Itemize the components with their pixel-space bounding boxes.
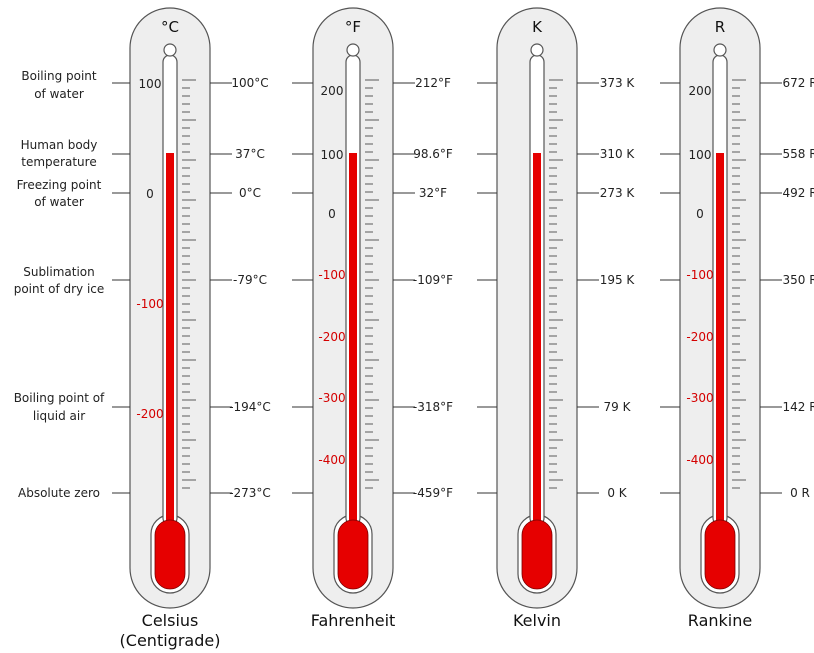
thermometer-kelvin: K 373 K 310 K 273 K 195 K 79 K 0 K Kelvin: [477, 8, 635, 630]
scale-symbol: °C: [161, 18, 179, 36]
reading-value: -194°C: [229, 400, 271, 414]
reading-value: -459°F: [413, 486, 453, 500]
reading-value: -273°C: [229, 486, 271, 500]
reading-value: 37°C: [235, 147, 265, 161]
reference-label-text: Absolute zero: [18, 486, 100, 500]
reading-value: 0 K: [607, 486, 627, 500]
scale-tick-label: -300: [686, 391, 713, 405]
reading-value: 79 K: [604, 400, 632, 414]
reading-value: 672 R: [782, 76, 814, 90]
reference-label-text: of water: [34, 195, 84, 209]
reading-value: 32°F: [419, 186, 447, 200]
scale-tick-label: 0: [146, 187, 154, 201]
thermometer-rankine: R 200 100 0 -100 -200 -300 -400 672 R 558 R 492 R 3…: [660, 8, 814, 630]
scale-tick-label: -200: [318, 330, 345, 344]
reference-labels: Boiling point of water Human body temperatu…: [14, 69, 105, 500]
reading-value: -109°F: [413, 273, 453, 287]
scale-tick-label: 0: [696, 207, 704, 221]
thermometer-fahrenheit: °F 200 100 0 -100 -200 -300 -400 212°F 98.6°F 32°F…: [292, 8, 453, 630]
reference-label-text: Boiling point of: [14, 391, 105, 405]
scale-tick-label: 200: [321, 84, 344, 98]
scale-name: Kelvin: [513, 611, 561, 630]
mercury-column: [166, 153, 174, 533]
scale-name: Fahrenheit: [311, 611, 396, 630]
reading-value: 142 R: [782, 400, 814, 414]
reading-value: 195 K: [600, 273, 636, 287]
scale-symbol: K: [532, 18, 543, 36]
reading-value: -79°C: [233, 273, 267, 287]
scale-tick-label: -200: [686, 330, 713, 344]
mercury-bulb: [522, 520, 552, 589]
mercury-column: [533, 153, 541, 533]
scale-tick-label: 200: [689, 84, 712, 98]
tube-top-cap: [164, 44, 176, 56]
reading-value: 350 R: [782, 273, 814, 287]
tube-top-cap: [347, 44, 359, 56]
scale-name: Celsius: [142, 611, 199, 630]
reference-label-text: of water: [34, 87, 84, 101]
reading-value: 98.6°F: [413, 147, 453, 161]
reference-label-text: Freezing point: [17, 178, 102, 192]
reading-value: 212°F: [415, 76, 451, 90]
mercury-bulb: [705, 520, 735, 589]
reading-value: 273 K: [600, 186, 636, 200]
reading-value: 100°C: [231, 76, 268, 90]
scale-tick-label: -100: [686, 268, 713, 282]
scale-tick-label: -200: [136, 407, 163, 421]
mercury-column: [349, 153, 357, 533]
mercury-column: [716, 153, 724, 533]
reference-label-text: point of dry ice: [14, 282, 105, 296]
scale-tick-label: 100: [139, 77, 162, 91]
tube-top-cap: [531, 44, 543, 56]
scale-tick-label: -100: [318, 268, 345, 282]
mercury-bulb: [338, 520, 368, 589]
scale-tick-label: 0: [328, 207, 336, 221]
scale-tick-label: -400: [318, 453, 345, 467]
reference-label-text: Sublimation: [23, 265, 95, 279]
scale-tick-label: 100: [321, 148, 344, 162]
reading-value: 310 K: [600, 147, 636, 161]
reference-label-text: Human body: [21, 138, 98, 152]
scale-tick-label: -400: [686, 453, 713, 467]
reading-value: 373 K: [600, 76, 636, 90]
thermometers: °C 100 0 -100 -200 100°C 37°C 0°C -79°C -194°C -27…: [112, 8, 814, 650]
reference-label-text: liquid air: [33, 409, 85, 423]
scale-tick-label: -100: [136, 297, 163, 311]
scale-name: (Centigrade): [120, 631, 221, 650]
scale-tick-label: -300: [318, 391, 345, 405]
scale-symbol: °F: [345, 18, 361, 36]
reading-value: -318°F: [413, 400, 453, 414]
scale-tick-label: 100: [689, 148, 712, 162]
reference-label-text: Boiling point: [21, 69, 97, 83]
tube-top-cap: [714, 44, 726, 56]
reference-label-text: temperature: [21, 155, 96, 169]
scale-name: Rankine: [688, 611, 752, 630]
scale-symbol: R: [715, 18, 725, 36]
reading-value: 492 R: [782, 186, 814, 200]
reading-value: 0°C: [239, 186, 261, 200]
thermometer-celsius: °C 100 0 -100 -200 100°C 37°C 0°C -79°C -194°C -27…: [112, 8, 271, 650]
mercury-bulb: [155, 520, 185, 589]
reading-value: 558 R: [782, 147, 814, 161]
reading-value: 0 R: [790, 486, 810, 500]
